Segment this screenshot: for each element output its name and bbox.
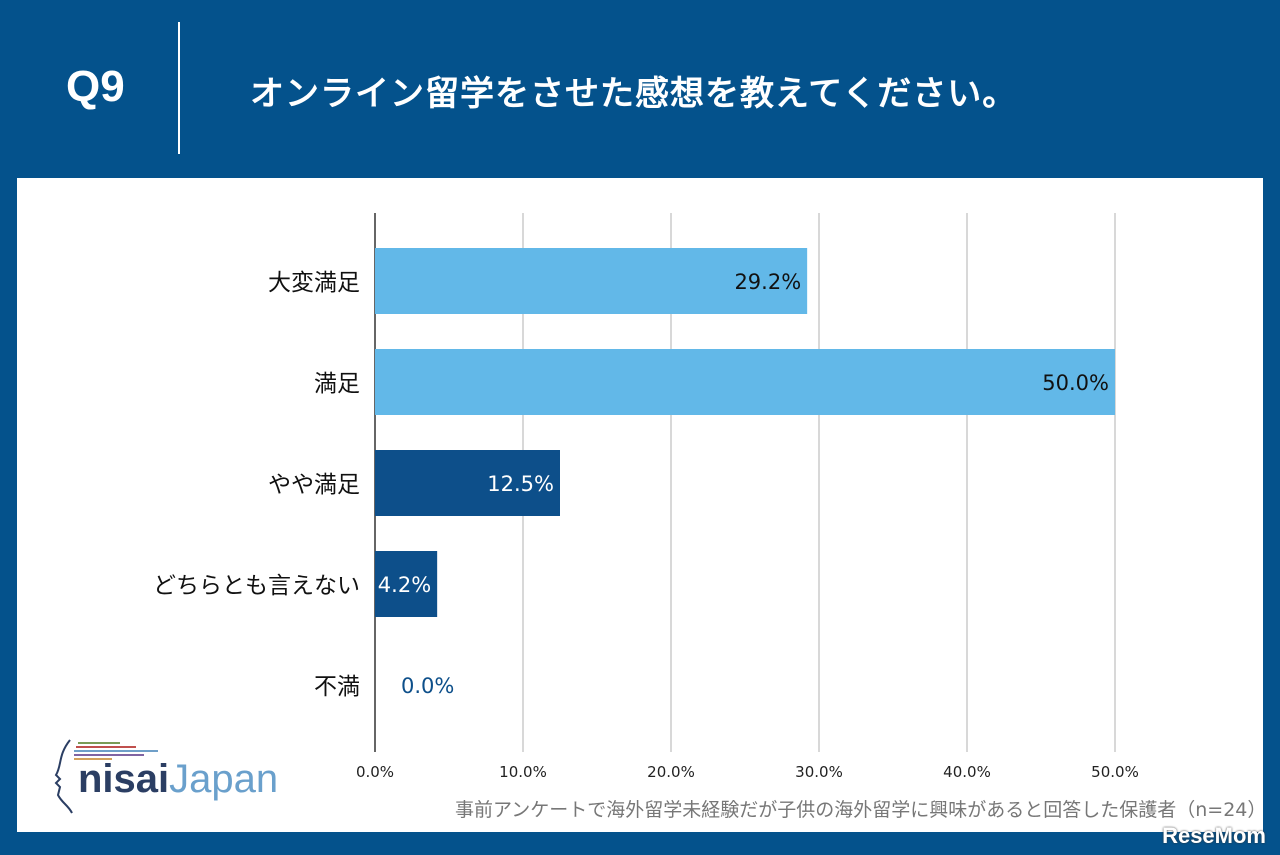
- page-title: オンライン留学をさせた感想を教えてください。: [250, 74, 1018, 114]
- bar: [375, 551, 438, 617]
- header-divider: [178, 22, 180, 154]
- x-tick-label: 50.0%: [1091, 763, 1139, 781]
- category-label: どちらとも言えない: [153, 573, 360, 599]
- bar: [375, 450, 560, 516]
- category-label: やや満足: [268, 472, 360, 498]
- watermark: ReseMom: [1162, 823, 1266, 848]
- bar: [375, 248, 808, 314]
- x-tick-label: 20.0%: [647, 763, 695, 781]
- x-tick-label: 30.0%: [795, 763, 843, 781]
- data-label: 50.0%: [1042, 371, 1109, 395]
- category-label: 不満: [314, 674, 360, 700]
- logo-suffix: Japan: [169, 757, 279, 801]
- sample-note: 事前アンケートで海外留学未経験だが子供の海外留学に興味があると回答した保護者（n…: [455, 799, 1267, 821]
- x-tick-label: 40.0%: [943, 763, 991, 781]
- question-number: Q9: [66, 62, 125, 111]
- x-tick-label: 10.0%: [499, 763, 547, 781]
- bar: [375, 349, 1115, 415]
- category-label: 満足: [314, 371, 360, 397]
- category-label: 大変満足: [268, 270, 360, 296]
- logo-text: nisaiJapan: [78, 757, 278, 802]
- logo-brand: nisai: [78, 757, 170, 801]
- data-label: 29.2%: [734, 270, 801, 294]
- x-tick-label: 0.0%: [356, 763, 394, 781]
- nisai-logo-icon: [54, 739, 158, 814]
- data-label: 4.2%: [378, 573, 431, 597]
- data-label: 0.0%: [401, 674, 454, 698]
- data-label: 12.5%: [487, 472, 554, 496]
